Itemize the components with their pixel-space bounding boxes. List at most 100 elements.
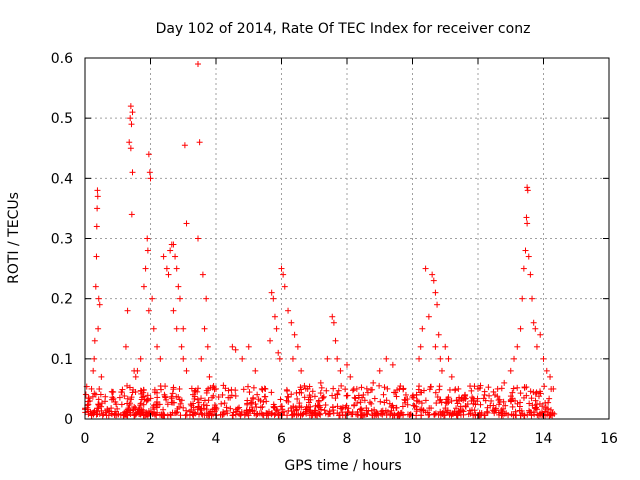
data-point (364, 389, 371, 396)
data-point (232, 392, 239, 399)
data-point (173, 265, 180, 272)
data-point (527, 271, 534, 278)
data-point (432, 289, 439, 296)
data-point (283, 397, 290, 404)
data-point (500, 405, 507, 412)
data-point (427, 383, 434, 390)
data-point (290, 403, 297, 410)
data-point (252, 401, 259, 408)
data-point (176, 385, 183, 392)
data-point (161, 412, 168, 419)
data-point (205, 385, 212, 392)
x-tick-label: 12 (469, 431, 487, 447)
data-point (481, 391, 488, 398)
data-point (198, 355, 205, 362)
data-point (213, 385, 219, 392)
data-point (307, 403, 314, 410)
data-point (201, 325, 208, 332)
data-point (254, 411, 261, 418)
data-point (322, 410, 329, 417)
data-point (95, 325, 102, 332)
data-point (94, 205, 101, 212)
data-point (538, 409, 545, 416)
data-point (143, 397, 150, 404)
data-point (338, 405, 345, 412)
data-point (467, 383, 474, 390)
data-point (542, 404, 549, 411)
data-point (438, 367, 445, 374)
data-point (494, 393, 501, 400)
data-point (114, 405, 121, 412)
data-point (128, 121, 135, 128)
data-point (102, 398, 109, 405)
data-point (429, 271, 436, 278)
data-point (532, 390, 539, 397)
data-point (462, 403, 469, 410)
data-point (431, 410, 438, 417)
data-point (124, 395, 131, 402)
data-point (128, 211, 135, 218)
data-point (404, 401, 411, 408)
data-point (221, 400, 228, 407)
data-point (369, 412, 376, 419)
data-point (288, 391, 295, 398)
data-point (453, 405, 460, 412)
data-point (386, 400, 393, 407)
data-point (517, 399, 524, 406)
data-point (265, 408, 272, 415)
data-point (126, 384, 133, 391)
data-point (455, 385, 462, 392)
data-point (136, 406, 143, 413)
data-point (349, 387, 356, 394)
data-point (95, 295, 102, 302)
data-point (203, 402, 210, 409)
data-point (170, 307, 177, 314)
data-point (279, 406, 286, 413)
data-point (243, 407, 250, 414)
data-point (246, 389, 253, 396)
data-point (492, 405, 499, 412)
x-axis-label: GPS time / hours (284, 458, 401, 474)
data-point (477, 401, 484, 408)
data-point (453, 397, 460, 404)
data-point (244, 383, 251, 390)
data-point (447, 410, 454, 417)
data-point (91, 355, 98, 362)
data-point (298, 367, 305, 374)
data-point (160, 406, 167, 413)
data-point (420, 407, 427, 414)
data-point (323, 387, 330, 394)
data-point (236, 410, 243, 417)
data-point (298, 404, 305, 411)
data-point (316, 410, 323, 417)
data-point (144, 235, 151, 242)
data-point (454, 400, 461, 407)
data-point (182, 412, 189, 419)
data-point (416, 383, 423, 390)
data-point (82, 391, 89, 398)
data-point (142, 265, 149, 272)
data-point (91, 337, 98, 344)
data-point (355, 392, 362, 399)
data-point (151, 386, 158, 393)
data-point (84, 406, 91, 413)
data-point (194, 235, 201, 242)
data-point (396, 385, 403, 392)
data-point (424, 409, 431, 416)
data-point (127, 145, 134, 152)
data-point (170, 386, 177, 393)
data-point (206, 373, 213, 380)
data-point (283, 386, 290, 393)
data-point (401, 396, 408, 403)
data-point (132, 388, 139, 395)
data-point (437, 396, 444, 403)
data-point (156, 401, 163, 408)
data-point (100, 411, 107, 418)
data-point (425, 313, 432, 320)
data-point (203, 295, 210, 302)
data-point (126, 139, 133, 146)
data-point (514, 384, 521, 391)
data-point (428, 405, 435, 412)
data-point (93, 223, 100, 230)
data-point (509, 389, 516, 396)
